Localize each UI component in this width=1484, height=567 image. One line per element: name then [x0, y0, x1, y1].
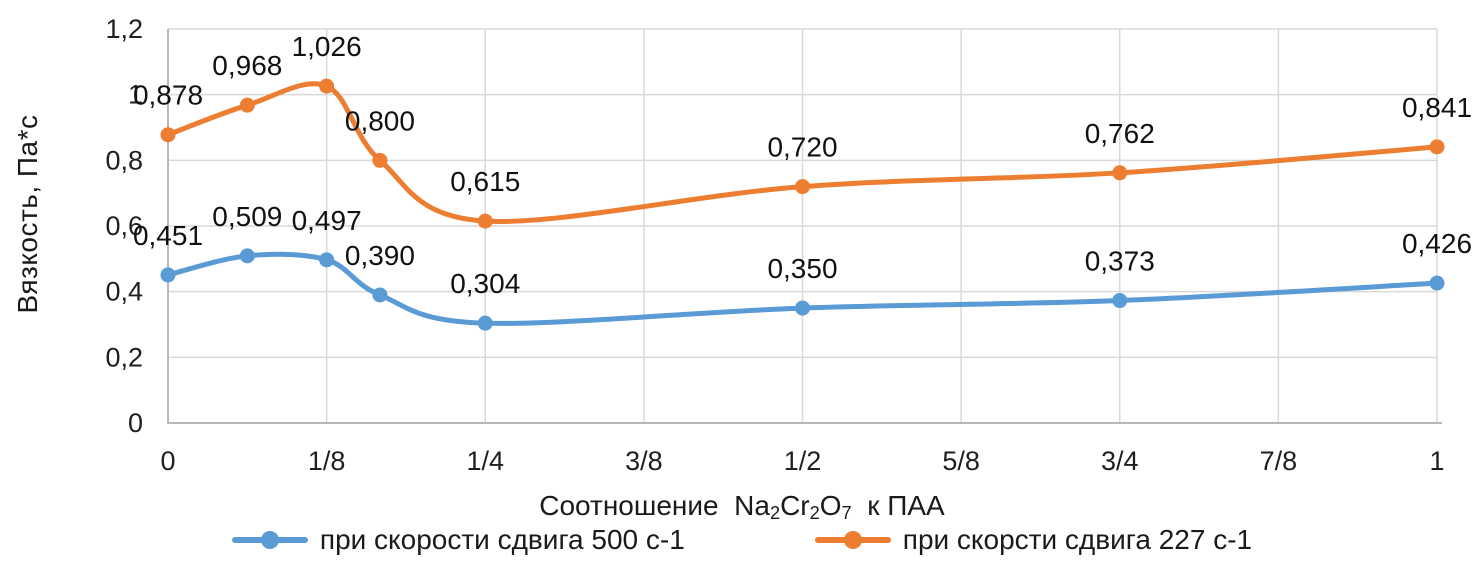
x-axis-title-subscript: 7: [841, 503, 852, 523]
x-axis-title-subscript: 2: [769, 503, 781, 523]
legend-item-series-227: при скорсти сдвига 227 с-1: [814, 524, 1253, 556]
legend-line-marker-icon: [231, 531, 308, 549]
x-tick-label: 0: [160, 446, 175, 476]
series-line-0: [165, 251, 1440, 326]
data-point-label: 0,878: [133, 80, 203, 111]
data-point-marker: [319, 252, 335, 268]
x-tick-label: 1/4: [466, 446, 504, 476]
y-axis-title: Вязкость, Па*с: [12, 114, 43, 314]
legend-dot-icon: [260, 531, 279, 549]
y-tick-label: 1: [128, 80, 143, 110]
y-tick-label: 0,2: [105, 342, 143, 372]
y-tick-label: 0: [128, 408, 143, 438]
legend-line-marker-icon: [814, 531, 891, 549]
data-point-marker: [795, 300, 810, 316]
x-axis-title-text: Соотношение Na: [539, 490, 770, 521]
y-tick-label: 1,2: [105, 14, 143, 44]
data-point-marker: [319, 78, 335, 94]
data-point-marker: [1112, 293, 1128, 309]
data-point-marker: [160, 267, 176, 283]
legend-label-series-227: при скорсти сдвига 227 с-1: [902, 524, 1253, 555]
data-point-label: 1,026: [292, 31, 362, 62]
legend-label-series-500: при скорости сдвига 500 с-1: [319, 524, 685, 555]
legend: при скорости сдвига 500 с-1 при скорсти …: [0, 524, 1484, 556]
x-axis-title-text: к ПАА: [851, 490, 945, 521]
data-point-label: 0,800: [345, 105, 415, 136]
data-point-label: 0,968: [212, 50, 282, 81]
x-tick-label: 3/8: [625, 446, 663, 476]
data-point-marker: [1429, 275, 1445, 291]
x-axis-title: Соотношение Na2Cr2O7 к ПАА: [0, 490, 1484, 524]
x-axis-title-text: Cr: [780, 490, 810, 521]
data-point-marker: [1429, 139, 1445, 155]
data-point-marker: [372, 152, 388, 168]
data-point-label: 0,304: [450, 268, 520, 299]
data-point-marker: [239, 248, 255, 264]
x-tick-label: 1/8: [308, 446, 346, 476]
legend-dot-icon: [843, 531, 862, 549]
x-tick-label: 1/2: [784, 446, 822, 476]
data-point-label: 0,497: [292, 205, 362, 236]
x-axis-title-subscript: 2: [809, 503, 820, 523]
data-point-label: 0,390: [345, 240, 415, 271]
data-point-label: 0,373: [1085, 246, 1155, 277]
data-point-marker: [1112, 165, 1128, 181]
data-point-label: 0,451: [133, 220, 203, 251]
data-point-marker: [795, 179, 810, 195]
data-point-label: 0,615: [450, 166, 520, 197]
x-tick-label: 3/4: [1101, 446, 1139, 476]
data-point-label: 0,762: [1085, 118, 1155, 149]
data-point-label: 0,841: [1402, 92, 1472, 123]
data-point-marker: [239, 97, 255, 113]
data-point-marker: [160, 127, 176, 143]
y-tick-label: 0,6: [105, 211, 143, 241]
data-point-label: 0,509: [212, 201, 282, 232]
legend-item-series-500: при скорости сдвига 500 с-1: [231, 524, 685, 556]
data-point-marker: [372, 287, 388, 303]
x-axis-title-text: O: [819, 490, 842, 521]
x-tick-label: 5/8: [942, 446, 980, 476]
data-point-marker: [477, 213, 493, 229]
x-tick-label: 1: [1429, 446, 1444, 476]
y-tick-label: 0,4: [105, 277, 143, 307]
y-tick-label: 0,8: [105, 145, 143, 175]
data-point-label: 0,426: [1402, 228, 1472, 259]
data-point-marker: [477, 315, 493, 331]
x-tick-label: 7/8: [1260, 446, 1298, 476]
data-point-label: 0,720: [767, 132, 837, 163]
data-point-label: 0,350: [767, 253, 837, 284]
series-line-1: [165, 81, 1440, 224]
